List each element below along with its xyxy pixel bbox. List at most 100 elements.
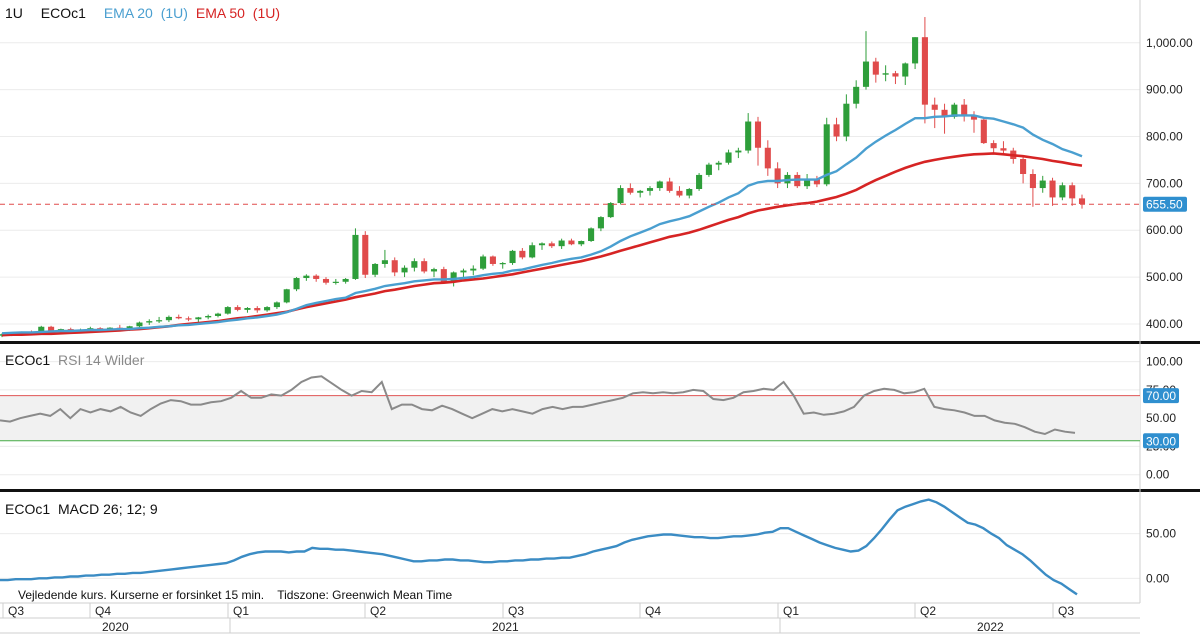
last-price-badge-label: 655.50 xyxy=(1146,198,1183,212)
candle-body-up xyxy=(705,164,712,175)
candle-body-down xyxy=(548,243,555,247)
quarter-label: Q2 xyxy=(370,604,386,618)
candle-body-up xyxy=(372,263,379,275)
candle-body-down xyxy=(48,326,55,331)
candle-body-up xyxy=(804,178,811,187)
macd-y-axis: 0.00 50.00 xyxy=(1146,527,1176,586)
candle-body-up xyxy=(735,150,742,153)
candle-body-up xyxy=(352,234,359,279)
price-y-tick-label: 900.00 xyxy=(1146,83,1183,97)
candle-body-up xyxy=(165,316,172,321)
candle-body-down xyxy=(1000,148,1007,151)
candle-body-up xyxy=(342,278,349,282)
rsi-y-tick-label: 0.00 xyxy=(1146,468,1170,482)
candle-body-up xyxy=(499,263,506,265)
candle-body-up xyxy=(686,188,693,196)
candle-body-up xyxy=(588,228,595,242)
candle-body-down xyxy=(666,181,673,191)
candle-body-down xyxy=(489,256,496,264)
quarter-label: Q4 xyxy=(95,604,111,618)
candle-body-down xyxy=(980,119,987,144)
candle-body-up xyxy=(578,241,585,245)
rsi-indicator-label[interactable]: RSI 14 Wilder xyxy=(58,352,145,368)
price-y-tick-label: 600.00 xyxy=(1146,223,1183,237)
candle-body-down xyxy=(892,73,899,77)
macd-panel-header: ECOc1 MACD 26; 12; 9 xyxy=(5,501,158,517)
candle-body-up xyxy=(430,269,438,272)
candle-body-down xyxy=(921,37,928,105)
candle-body-up xyxy=(195,317,202,320)
ema20-legend-label[interactable]: EMA 20 xyxy=(103,5,153,21)
candle-body-down xyxy=(1020,159,1027,174)
price-y-tick-label: 500.00 xyxy=(1146,270,1183,284)
delay-disclaimer: Vejledende kurs. Kurserne er forsinket 1… xyxy=(18,588,453,602)
candle-body-down xyxy=(1069,185,1076,199)
candle-body-down xyxy=(568,240,575,245)
rsi-band-fill xyxy=(0,395,1140,441)
candle-body-up xyxy=(224,307,231,314)
chart-grid xyxy=(0,42,1140,579)
candle-body-up xyxy=(902,63,909,77)
candle-body-up xyxy=(862,61,870,87)
candle-body-up xyxy=(332,281,339,283)
quarter-label: Q1 xyxy=(233,604,249,618)
candle-body-down xyxy=(941,109,948,117)
candle-body-up xyxy=(696,174,703,189)
ema50-legend-param: (1U) xyxy=(252,5,281,21)
candle-body-up xyxy=(136,322,143,327)
candle-body-up xyxy=(293,278,300,290)
rsi-panel-header: ECOc1 RSI 14 Wilder xyxy=(5,352,144,368)
candle-body-up xyxy=(882,73,889,75)
candle-body-up xyxy=(470,268,477,271)
macd-line xyxy=(0,498,1078,596)
candle-body-up xyxy=(205,315,212,318)
quarter-label: Q3 xyxy=(1058,604,1074,618)
candle-body-down xyxy=(627,188,634,193)
macd-symbol-label: ECOc1 xyxy=(5,501,51,517)
rsi-lower-badge: 30.00 xyxy=(1143,433,1179,449)
candle-body-up xyxy=(146,321,153,323)
candle-body-up xyxy=(264,307,271,311)
macd-indicator-label[interactable]: MACD 26; 12; 9 xyxy=(58,501,158,517)
quarter-label: Q4 xyxy=(645,604,661,618)
candle-body-down xyxy=(970,115,978,120)
timeframe-label[interactable]: 1U xyxy=(5,5,23,21)
candle-body-up xyxy=(273,302,280,308)
candle-body-down xyxy=(391,260,398,273)
panel-separator-rsi-macd xyxy=(0,489,1200,492)
candle-body-up xyxy=(646,188,654,191)
price-y-axis: 400.00 500.00 600.00 700.00 800.00 900.00 1,00… xyxy=(1146,36,1193,331)
candle-body-down xyxy=(931,104,938,110)
candle-body-up xyxy=(607,203,614,218)
year-label: 2021 xyxy=(492,620,519,634)
candle-body-up xyxy=(450,272,457,283)
candle-body-down xyxy=(440,269,447,283)
rsi-y-tick-label: 100.00 xyxy=(1146,355,1183,369)
symbol-label[interactable]: ECOc1 xyxy=(40,5,86,21)
candle-body-up xyxy=(637,190,644,193)
price-y-tick-label: 800.00 xyxy=(1146,130,1183,144)
candle-body-down xyxy=(322,278,330,283)
year-axis: 2020 2021 2022 xyxy=(102,618,1004,634)
candle-body-up xyxy=(283,289,290,303)
macd-y-tick-label: 0.00 xyxy=(1146,571,1170,585)
candle-body-up xyxy=(1039,180,1046,189)
ema50-legend-label[interactable]: EMA 50 xyxy=(195,5,245,21)
candle-body-up xyxy=(214,313,222,316)
candle-body-up xyxy=(951,104,958,117)
candle-body-up xyxy=(460,270,467,273)
candle-body-down xyxy=(676,190,683,196)
quarter-axis: Q3 Q4 Q1 Q2 Q3 Q4 Q1 Q2 Q3 xyxy=(2,603,1074,618)
price-y-tick-label: 700.00 xyxy=(1146,176,1183,190)
candle-body-down xyxy=(313,275,320,279)
quarter-label: Q3 xyxy=(508,604,524,618)
time-axis-bg xyxy=(0,603,1200,635)
year-label: 2020 xyxy=(102,620,129,634)
candle-body-down xyxy=(872,61,879,75)
candle-body-up xyxy=(480,256,487,269)
rsi-y-tick-label: 50.00 xyxy=(1146,411,1176,425)
quarter-label: Q1 xyxy=(783,604,799,618)
quarter-label: Q2 xyxy=(920,604,936,618)
candle-body-up xyxy=(156,320,163,322)
